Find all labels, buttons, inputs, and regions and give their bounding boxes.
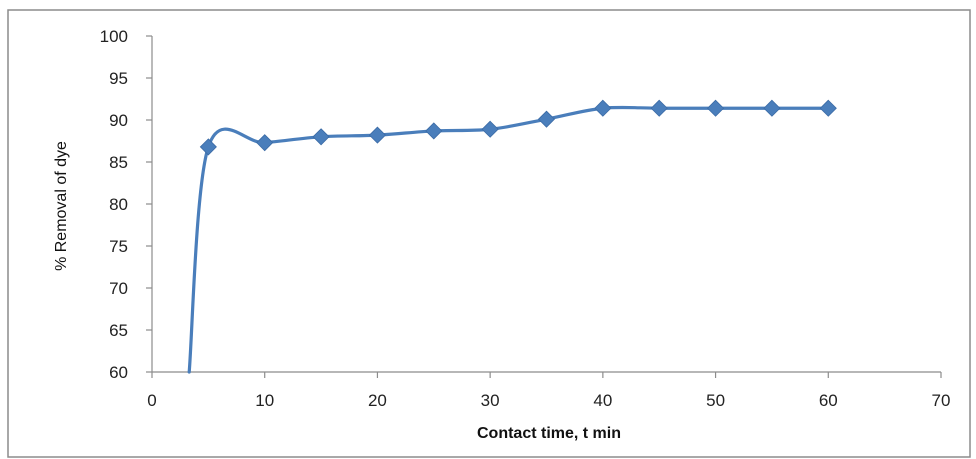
- data-point-marker: [650, 99, 668, 117]
- x-axis-ticks: 0 10 20 30 40 50 60 70: [147, 372, 950, 410]
- data-point-marker: [763, 99, 781, 117]
- data-point-marker: [256, 134, 274, 152]
- data-point-marker: [481, 120, 499, 138]
- y-tick-label: 85: [109, 153, 128, 172]
- data-point-marker: [199, 138, 217, 156]
- x-tick-label: 70: [932, 391, 951, 410]
- x-tick-label: 40: [593, 391, 612, 410]
- y-axis-title: % Removal of dye: [53, 141, 70, 271]
- data-point-marker: [707, 99, 725, 117]
- y-tick-label: 75: [109, 237, 128, 256]
- data-point-marker: [594, 99, 612, 117]
- y-tick-label: 90: [109, 111, 128, 130]
- x-tick-label: 50: [706, 391, 725, 410]
- data-point-marker: [368, 126, 386, 144]
- x-tick-label: 0: [147, 391, 156, 410]
- y-tick-label: 95: [109, 69, 128, 88]
- y-axis-ticks: 60 65 70 75 80 85 90 95 100: [100, 27, 152, 382]
- y-tick-label: 60: [109, 363, 128, 382]
- chart-frame: [7, 9, 971, 458]
- x-tick-label: 30: [481, 391, 500, 410]
- data-point-markers: [199, 99, 837, 156]
- x-axis-title: Contact time, t min: [477, 425, 621, 442]
- data-point-marker: [819, 99, 837, 117]
- x-tick-label: 20: [368, 391, 387, 410]
- data-point-marker: [537, 110, 556, 128]
- y-tick-label: 70: [109, 279, 128, 298]
- data-point-marker: [312, 128, 330, 146]
- x-tick-label: 60: [819, 391, 838, 410]
- y-tick-label: 65: [109, 321, 128, 340]
- y-tick-label: 80: [109, 195, 128, 214]
- data-point-marker: [425, 122, 443, 140]
- x-tick-label: 10: [255, 391, 274, 410]
- y-tick-label: 100: [100, 27, 128, 46]
